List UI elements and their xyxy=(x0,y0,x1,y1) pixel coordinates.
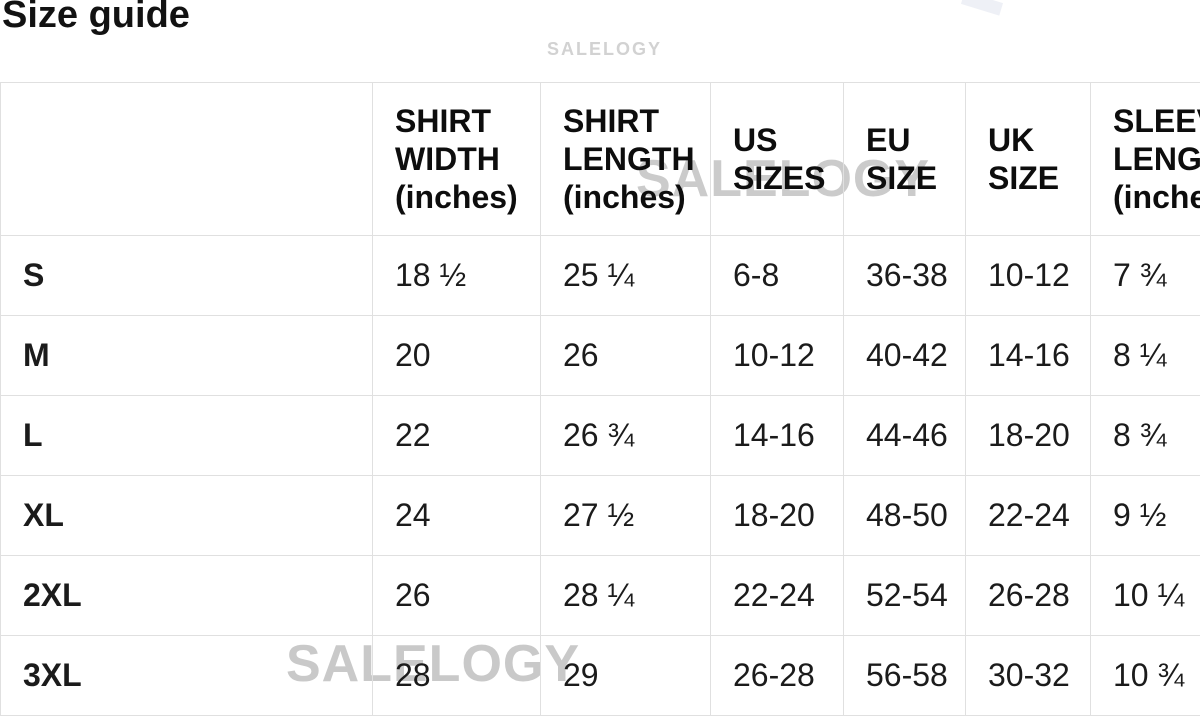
value-cell: 26 xyxy=(540,315,711,396)
column-header-shirt-width: SHIRT WIDTH (inches) xyxy=(372,82,541,236)
value-cell: 20 xyxy=(372,315,541,396)
value-cell: 10-12 xyxy=(710,315,844,396)
value-cell: 6-8 xyxy=(710,235,844,316)
value-cell: 14-16 xyxy=(965,315,1091,396)
value-cell: 48-50 xyxy=(843,475,966,556)
value-cell: 24 xyxy=(372,475,541,556)
value-cell: 8 ¼ xyxy=(1090,315,1200,396)
value-cell: 25 ¼ xyxy=(540,235,711,316)
value-cell: 28 ¼ xyxy=(540,555,711,636)
header-row: SHIRT WIDTH (inches) SHIRT LENGTH (inche… xyxy=(0,82,1200,236)
value-cell: 26-28 xyxy=(710,635,844,716)
value-cell: 9 ½ xyxy=(1090,475,1200,556)
value-cell: 22 xyxy=(372,395,541,476)
column-header-us-sizes: US SIZES xyxy=(710,82,844,236)
size-label-cell: S xyxy=(0,235,373,316)
value-cell: 18 ½ xyxy=(372,235,541,316)
column-header-uk-size: UK SIZE xyxy=(965,82,1091,236)
table-row-2xl: 2XL 26 28 ¼ 22-24 52-54 26-28 10 ¼ xyxy=(0,555,1200,636)
size-guide-table: SHIRT WIDTH (inches) SHIRT LENGTH (inche… xyxy=(0,82,1200,716)
value-cell: 22-24 xyxy=(965,475,1091,556)
value-cell: 10 ¼ xyxy=(1090,555,1200,636)
value-cell: 56-58 xyxy=(843,635,966,716)
value-cell: 29 xyxy=(540,635,711,716)
value-cell: 52-54 xyxy=(843,555,966,636)
watermark-top: SALELOGY xyxy=(547,39,663,59)
value-cell: 18-20 xyxy=(710,475,844,556)
value-cell: 18-20 xyxy=(965,395,1091,476)
table-row-xl: XL 24 27 ½ 18-20 48-50 22-24 9 ½ xyxy=(0,475,1200,556)
column-header-shirt-length: SHIRT LENGTH (inches) xyxy=(540,82,711,236)
page-title: Size guide xyxy=(2,0,190,36)
size-label-cell: 2XL xyxy=(0,555,373,636)
value-cell: 10-12 xyxy=(965,235,1091,316)
watermark-fragment xyxy=(960,0,1004,16)
value-cell: 7 ¾ xyxy=(1090,235,1200,316)
value-cell: 27 ½ xyxy=(540,475,711,556)
size-label-cell: 3XL xyxy=(0,635,373,716)
value-cell: 44-46 xyxy=(843,395,966,476)
value-cell: 30-32 xyxy=(965,635,1091,716)
table-row-m: M 20 26 10-12 40-42 14-16 8 ¼ xyxy=(0,315,1200,396)
value-cell: 26-28 xyxy=(965,555,1091,636)
value-cell: 10 ¾ xyxy=(1090,635,1200,716)
column-header-eu-size: EU SIZE xyxy=(843,82,966,236)
size-label-cell: M xyxy=(0,315,373,396)
value-cell: 26 xyxy=(372,555,541,636)
table-row-3xl: 3XL 28 29 26-28 56-58 30-32 10 ¾ xyxy=(0,635,1200,716)
column-header-blank xyxy=(0,82,373,236)
value-cell: 28 xyxy=(372,635,541,716)
value-cell: 36-38 xyxy=(843,235,966,316)
value-cell: 14-16 xyxy=(710,395,844,476)
value-cell: 22-24 xyxy=(710,555,844,636)
size-label-cell: XL xyxy=(0,475,373,556)
value-cell: 26 ¾ xyxy=(540,395,711,476)
value-cell: 40-42 xyxy=(843,315,966,396)
value-cell: 8 ¾ xyxy=(1090,395,1200,476)
column-header-sleeve-length: SLEEVE LENGTH (inches) xyxy=(1090,82,1200,236)
table-row-s: S 18 ½ 25 ¼ 6-8 36-38 10-12 7 ¾ xyxy=(0,235,1200,316)
size-label-cell: L xyxy=(0,395,373,476)
table-row-l: L 22 26 ¾ 14-16 44-46 18-20 8 ¾ xyxy=(0,395,1200,476)
